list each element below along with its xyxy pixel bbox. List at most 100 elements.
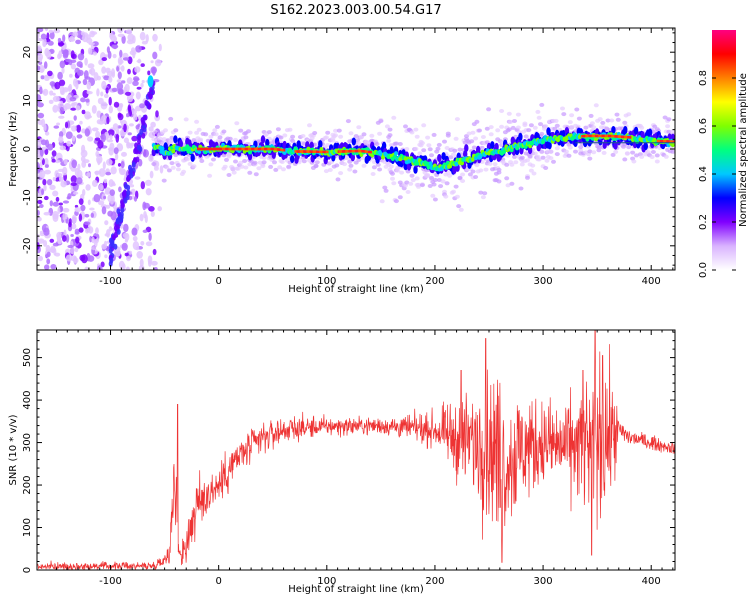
ridge-outer — [437, 154, 442, 162]
noise-blob — [133, 77, 140, 81]
ridge-outer — [647, 128, 653, 137]
spectrogram-y-axis: -20 -10 0 10 20 — [22, 32, 675, 266]
noise-blob — [152, 51, 158, 60]
halo-blob — [410, 178, 416, 183]
halo-blob — [377, 131, 383, 136]
noise-blob — [78, 198, 84, 206]
halo-blob — [436, 142, 442, 147]
noise-blob — [139, 103, 145, 109]
noise-blob — [52, 211, 59, 220]
halo-blob — [425, 135, 431, 140]
noise-blob — [113, 101, 120, 108]
colorbar-ticks: 0.0 0.2 0.4 0.6 0.8 — [698, 70, 736, 278]
ridge-outer — [464, 144, 469, 153]
ridge-peak — [212, 147, 214, 151]
dispersion-blob — [110, 239, 115, 245]
halo-blob — [238, 160, 244, 165]
ridge-peak — [356, 149, 358, 153]
halo-blob — [393, 141, 399, 146]
noise-blob — [111, 71, 116, 78]
ridge-peak — [589, 134, 592, 138]
halo-blob — [429, 175, 434, 180]
halo-blob — [404, 180, 410, 185]
halo-blob — [386, 138, 392, 143]
noise-blob — [62, 87, 69, 93]
halo-blob — [474, 119, 480, 124]
noise-blob — [107, 50, 112, 60]
noise-blob — [123, 123, 127, 133]
halo-blob — [519, 155, 525, 160]
x-tick-label: -100 — [99, 576, 122, 587]
ridge-peak — [670, 140, 673, 143]
ridge-peak — [357, 149, 359, 153]
halo-blob — [573, 149, 578, 154]
ridge-peak — [586, 134, 589, 138]
ridge-outer — [282, 140, 287, 149]
noise-blob — [144, 214, 148, 224]
ridge-peak — [213, 147, 216, 151]
halo-blob — [504, 162, 510, 167]
ridge-peak — [362, 150, 365, 153]
noise-blob — [145, 179, 152, 186]
noise-blob — [106, 229, 111, 238]
noise-blob — [103, 195, 107, 200]
noise-blob — [58, 79, 66, 87]
noise-blob — [68, 37, 76, 42]
ridge-peak — [663, 140, 665, 143]
ridge-peak — [221, 147, 224, 151]
halo-blob — [301, 159, 307, 164]
noise-blob — [94, 170, 99, 176]
halo-blob — [409, 130, 415, 135]
noise-blob — [62, 235, 67, 242]
halo-blob — [312, 131, 318, 135]
noise-blob — [129, 184, 135, 188]
halo-blob — [393, 199, 399, 204]
noise-blob — [51, 158, 56, 163]
y-tick-label: 100 — [22, 518, 33, 537]
y-tick-label: 200 — [22, 475, 33, 494]
ridge-peak — [629, 136, 632, 139]
halo-blob — [663, 154, 669, 159]
ridge-peak — [590, 134, 593, 138]
noise-blob — [37, 45, 42, 52]
halo-blob — [208, 162, 214, 167]
halo-blob — [222, 164, 228, 169]
noise-blob — [52, 95, 60, 102]
noise-blob — [140, 63, 145, 67]
dispersion-blob — [129, 167, 134, 174]
y-tick-label: 500 — [22, 348, 33, 367]
dispersion-blob — [108, 247, 113, 254]
ridge-peak — [228, 147, 231, 151]
noise-blob — [42, 37, 47, 47]
halo-blob — [404, 147, 410, 151]
noise-blob — [59, 60, 66, 69]
ridge-peak — [344, 150, 346, 153]
halo-blob — [397, 195, 403, 200]
halo-blob — [356, 141, 362, 146]
noise-blob — [103, 93, 109, 99]
halo-blob — [416, 182, 421, 187]
halo-blob — [654, 153, 660, 158]
ridge-peak — [207, 147, 210, 151]
noise-blob — [105, 171, 112, 176]
noise-blob — [137, 123, 141, 128]
noise-blob — [57, 53, 62, 60]
ridge-peak — [211, 147, 213, 151]
noise-blob — [110, 198, 114, 205]
ridge-peak — [657, 139, 660, 143]
noise-blob — [58, 115, 65, 119]
halo-blob — [532, 151, 538, 156]
ridge-peak — [317, 150, 319, 154]
colorbar-tick-label: 0.6 — [698, 118, 709, 134]
dispersion-blob — [119, 211, 124, 218]
ridge-peak — [615, 135, 618, 138]
noise-blob — [63, 158, 68, 165]
ridge-peak — [627, 135, 630, 139]
halo-blob — [403, 183, 408, 188]
x-tick-label: 200 — [425, 276, 444, 287]
ridge-outer — [527, 146, 533, 155]
dispersion-peak — [147, 75, 154, 88]
x-tick-label: 400 — [642, 276, 661, 287]
halo-blob — [334, 163, 340, 168]
halo-blob — [488, 125, 494, 130]
